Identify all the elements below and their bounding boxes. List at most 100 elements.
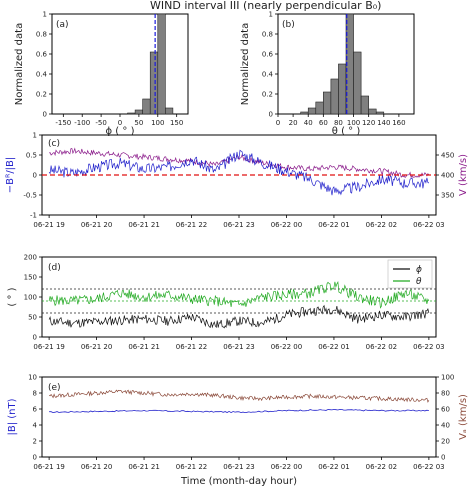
panel-c-xtick-label: 06-21 23 — [223, 221, 254, 229]
panel-e-xtick-label: 06-22 02 — [366, 463, 397, 471]
panel-d-xtick-label: 06-22 01 — [318, 343, 349, 351]
panel-d-ytick-label: 50 — [28, 314, 37, 322]
panel-d-ytick-label: 0 — [33, 334, 37, 342]
panel-e-ylabel-left: |B| (nT) — [7, 398, 18, 435]
panel-a-xtick-label: 150 — [170, 119, 183, 127]
panel-b-bar — [300, 111, 309, 115]
panel-e-label: (e) — [48, 383, 61, 393]
panel-c-ytick-label: 0 — [33, 172, 37, 180]
panel-a: -150 -100 -50 0 50 100 150 0 0.2 0.4 0.6 0.8 1 (a) N… — [14, 11, 189, 137]
panel-d-xtick-label: 06-22 02 — [366, 343, 397, 351]
panel-c-ylabel-left: −Bᴿ/|B| — [5, 157, 16, 194]
panel-d-xtick-label: 06-21 23 — [223, 343, 254, 351]
panel-b-xtick-label: 60 — [319, 119, 328, 127]
panel-d-ytick-label: 150 — [24, 274, 37, 282]
legend-box — [387, 259, 433, 289]
panel-b-ytick-label: 0.2 — [262, 91, 273, 99]
panel-b-bar — [360, 95, 369, 115]
panel-a-ytick-label: 1 — [43, 11, 47, 19]
panel-c-xtick-label: 06-22 03 — [413, 221, 444, 229]
panel-a-xtick-label: 100 — [151, 119, 164, 127]
panel-d-legend: ϕ θ — [387, 259, 433, 289]
panel-c-velocity-series — [48, 147, 430, 179]
panel-e-ytick-label: 4 — [33, 422, 38, 430]
panel-e-ytick-right-label: 80 — [441, 390, 450, 398]
panel-e-ytick-label: 6 — [33, 406, 38, 414]
panel-e-ytick-label: 8 — [33, 390, 37, 398]
panel-c-ytick-right-label: 400 — [441, 172, 454, 180]
panel-e-ytick-right-label: 40 — [441, 422, 450, 430]
panel-a-ytick-label: 0.8 — [36, 31, 47, 39]
panel-e-ytick-right-label: 0 — [441, 454, 445, 462]
panel-e-alfven-series — [48, 389, 430, 403]
panel-a-label: (a) — [56, 20, 69, 30]
panel-a-xlabel: ϕ ( ° ) — [106, 126, 135, 137]
panel-c-br-series — [48, 149, 430, 196]
panel-c-xtick-label: 06-21 19 — [33, 221, 64, 229]
panel-a-bar — [157, 13, 166, 115]
panel-d: 0 50 100 150 200 06-21 19 06-21 20 06-21 21 06-2… — [7, 254, 445, 352]
panel-b-ytick-label: 0.4 — [262, 71, 274, 79]
panel-a-ytick-label: 0 — [43, 111, 47, 119]
panel-c-ytick-right-label: 450 — [441, 152, 454, 160]
panel-d-theta-series — [48, 280, 430, 309]
panel-c-ylabel-right: V (km/s) — [458, 154, 469, 196]
panel-b-xtick-label: 80 — [334, 119, 343, 127]
panel-d-xtick-label: 06-21 20 — [81, 343, 112, 351]
panel-b-xlabel: θ ( ° ) — [332, 126, 361, 137]
panel-e-ytick-label: 2 — [33, 438, 37, 446]
panel-e-ytick-right-label: 60 — [441, 406, 450, 414]
panel-b-label: (b) — [282, 20, 295, 30]
panel-a-bar — [134, 109, 143, 115]
panel-e-ytick-label: 10 — [28, 374, 37, 382]
panel-a-xtick-label: -50 — [95, 119, 106, 127]
panel-b-bar — [368, 108, 377, 115]
panel-c-xtick-label: 06-22 00 — [271, 221, 302, 229]
panel-d-ylabel: ( ° ) — [7, 287, 18, 306]
panel-d-xtick-label: 06-21 22 — [176, 343, 207, 351]
panel-e-xtick-label: 06-21 21 — [128, 463, 159, 471]
panel-b-bar — [353, 51, 362, 115]
panel-a-frame — [51, 13, 189, 115]
panel-c-xtick-label: 06-21 20 — [81, 221, 112, 229]
panel-a-ylabel: Normalized data — [14, 23, 25, 105]
panel-b-xtick-label: 160 — [392, 119, 405, 127]
panel-d-xtick-label: 06-21 19 — [33, 343, 64, 351]
panel-d-ytick-label: 100 — [24, 294, 37, 302]
panel-c-ytick-label: -0.5 — [23, 192, 37, 200]
panel-c-ytick-label: 0.5 — [26, 152, 37, 160]
panel-a-bar — [127, 112, 136, 115]
panel-b-bar — [323, 91, 332, 115]
panel-e-ylabel-right: Vₐ (km/s) — [458, 394, 469, 440]
panel-b-xtick-label: 0 — [276, 119, 280, 127]
panel-d-xtick-label: 06-22 03 — [413, 343, 444, 351]
panel-e-xtick-label: 06-21 22 — [176, 463, 207, 471]
panel-d-label: (d) — [48, 263, 61, 273]
legend-theta-label: θ — [416, 277, 422, 287]
panel-a-xtick-label: -100 — [74, 119, 90, 127]
panel-d-phi-series — [48, 304, 430, 329]
panel-c-ytick-right-label: 350 — [441, 192, 454, 200]
panel-b-xtick-label: 40 — [304, 119, 313, 127]
panel-c-label: (c) — [48, 139, 60, 149]
panel-b-xtick-label: 120 — [362, 119, 375, 127]
figure-title: WIND interval III (nearly perpendicular … — [150, 0, 381, 12]
panel-a-xtick-label: -150 — [55, 119, 71, 127]
panel-e-xtick-label: 06-22 01 — [318, 463, 349, 471]
panel-b-bar — [330, 78, 339, 115]
panel-a-ytick-label: 0.4 — [36, 71, 48, 79]
panel-e-xtick-label: 06-21 23 — [223, 463, 254, 471]
panel-b-ylabel: Normalized data — [240, 23, 251, 105]
panel-c: -1 -0.5 0 0.5 1 350 400 450 06-21 19 06-21 20 06-2… — [5, 132, 469, 230]
panel-d-ytick-label: 200 — [24, 254, 37, 262]
panel-e-ytick-right-label: 20 — [441, 438, 450, 446]
panel-c-xtick-label: 06-21 21 — [128, 221, 159, 229]
panel-b-ytick-label: 0.8 — [262, 31, 273, 39]
panel-a-ytick-label: 0.6 — [36, 51, 48, 59]
panel-b-bar — [338, 63, 347, 115]
panel-e-xtick-label: 06-21 19 — [33, 463, 64, 471]
panel-b-bar — [375, 111, 385, 115]
panel-b-xtick-label: 100 — [347, 119, 360, 127]
